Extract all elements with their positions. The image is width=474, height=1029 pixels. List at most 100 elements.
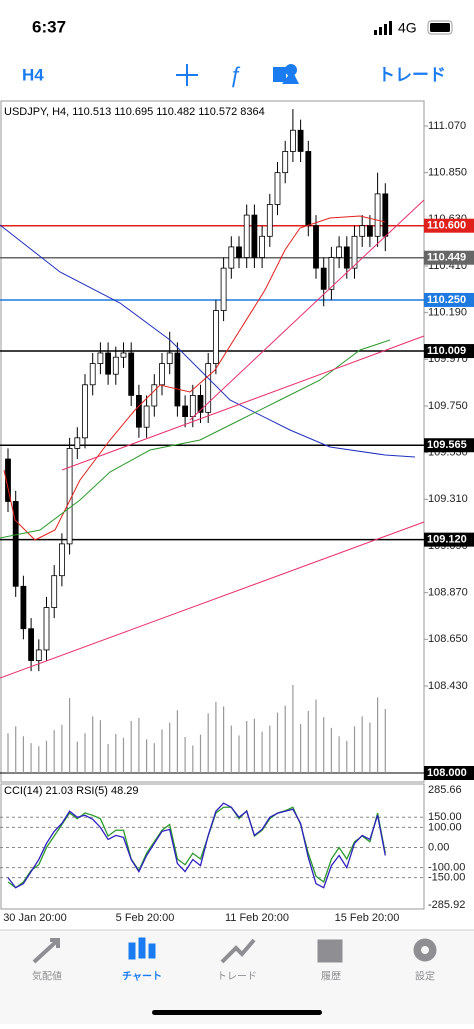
- objects-button[interactable]: [273, 64, 299, 84]
- overlays: [0, 199, 425, 679]
- level-label: 110.250: [427, 294, 466, 306]
- home-indicator: [152, 1010, 322, 1015]
- candle-body: [112, 356, 119, 375]
- candle-body: [351, 235, 358, 269]
- candle-body: [197, 394, 204, 413]
- date-label: 30 Jan 20:00: [3, 912, 67, 924]
- osc-tick-label: -285.92: [428, 899, 465, 911]
- candle-body: [174, 352, 181, 407]
- candle-body: [220, 267, 227, 311]
- candle-body: [259, 235, 266, 258]
- candle-body: [212, 310, 219, 364]
- level-label: 109.565: [427, 439, 467, 451]
- signal: [374, 21, 392, 35]
- candle-body: [105, 352, 111, 375]
- tab-label[interactable]: 設定: [415, 970, 435, 983]
- tab-bar: [0, 930, 474, 1024]
- price-tick-label: 109.750: [428, 400, 468, 412]
- date-label: 5 Feb 20:00: [116, 912, 175, 924]
- candle-body: [274, 172, 281, 205]
- candle-body: [35, 649, 42, 661]
- osc-tick-label: -150.00: [428, 872, 465, 884]
- candle-body: [251, 214, 258, 258]
- candle-body: [343, 246, 350, 269]
- candle-body: [166, 352, 173, 364]
- candle-body: [151, 384, 158, 407]
- candle-body: [59, 543, 65, 577]
- level-label: 109.120: [427, 534, 467, 546]
- candle-body: [12, 501, 19, 587]
- network: 4G: [398, 20, 417, 36]
- candle-body: [205, 363, 212, 413]
- cci-line: [7, 802, 386, 889]
- date-label: 15 Feb 20:00: [335, 912, 400, 924]
- osc-frame: [0, 783, 425, 910]
- indicators-button[interactable]: ƒ: [229, 62, 241, 87]
- indicator-info: CCI(14) 21.03 RSI(5) 48.29: [4, 785, 139, 797]
- candle-body: [228, 246, 235, 269]
- candle-body: [305, 151, 312, 227]
- candle-body: [282, 151, 289, 174]
- level-box: [424, 344, 474, 359]
- level-label: 110.009: [427, 345, 466, 357]
- candle-body: [374, 193, 381, 237]
- tab-icons: [32, 937, 437, 964]
- candle-body: [328, 257, 335, 290]
- level-label: 110.600: [427, 220, 466, 232]
- battery: [427, 20, 453, 35]
- candle-body: [120, 352, 127, 358]
- candle-body: [20, 585, 27, 630]
- date-label: 11 Feb 20:00: [225, 912, 289, 924]
- candle-body: [313, 225, 319, 269]
- price-tick-label: 110.190: [428, 307, 467, 319]
- tab-label[interactable]: チャート: [122, 971, 162, 983]
- osc-tick-label: -100.00: [428, 861, 465, 873]
- candle-body: [182, 405, 189, 418]
- candle-body: [359, 225, 366, 237]
- candle-body: [289, 129, 296, 152]
- candle-body: [143, 405, 150, 428]
- candle-body: [320, 267, 327, 290]
- candle-body: [74, 437, 81, 449]
- level-box: [424, 292, 474, 307]
- price-tick-label: 110.850: [428, 167, 467, 179]
- price-tick-label: 111.070: [428, 120, 466, 132]
- candle-body: [82, 384, 88, 439]
- tab-label[interactable]: 気配値: [32, 970, 62, 983]
- candle-body: [336, 246, 343, 258]
- candle-body: [382, 193, 389, 237]
- osc-tick-label: 150.00: [428, 811, 462, 823]
- osc-tick-label: 0.00: [428, 841, 449, 853]
- level-box: [424, 532, 474, 547]
- level-box: [424, 438, 474, 453]
- chart-frame: [0, 100, 425, 783]
- timeframe[interactable]: H4: [22, 65, 44, 84]
- trade-button[interactable]: トレード: [378, 65, 446, 84]
- price-tick-label: 108.650: [428, 633, 468, 645]
- candle-body: [236, 246, 242, 258]
- level-label: 110.449: [427, 252, 466, 264]
- candle-body: [189, 394, 196, 418]
- tab-label[interactable]: トレード: [217, 972, 257, 983]
- crosshair[interactable]: [176, 64, 198, 86]
- rsi-line: [7, 806, 386, 889]
- price-tick-label: 108.430: [428, 680, 468, 692]
- price-tick-label: 108.870: [428, 587, 468, 599]
- candle-body: [366, 225, 373, 237]
- candle-body: [97, 352, 104, 364]
- level-box: [424, 250, 474, 265]
- price-area: 111.070110.850110.630110.410110.190109.9…: [0, 109, 474, 780]
- level-box: [424, 218, 474, 233]
- price-tick-label: 109.310: [428, 493, 468, 505]
- volume-box: [424, 766, 474, 780]
- tab-label[interactable]: 履歴: [321, 971, 341, 983]
- candle-body: [243, 214, 250, 258]
- candle-body: [135, 394, 142, 428]
- candle-body: [89, 363, 96, 386]
- candle-body: [266, 204, 273, 237]
- volume-label: 108.000: [427, 767, 467, 779]
- osc-tick-label: 285.66: [428, 784, 462, 796]
- time: 6:37: [32, 17, 66, 36]
